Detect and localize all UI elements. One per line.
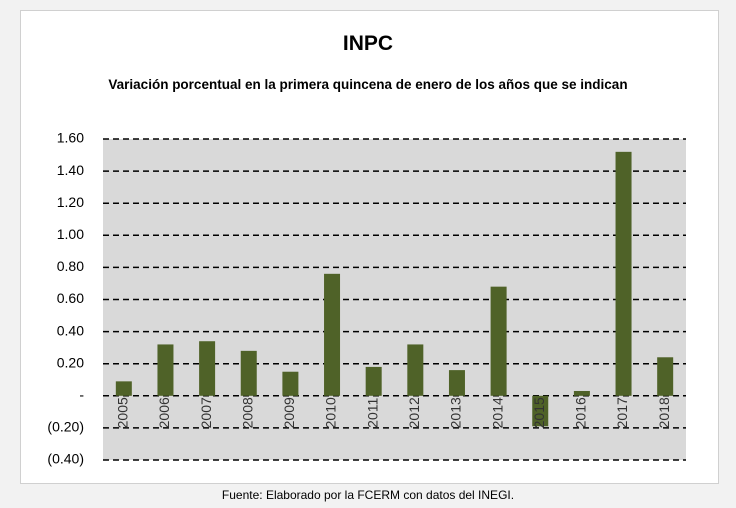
x-tick-label: 2011 [364,398,380,428]
bar [282,371,299,396]
x-tick-label: 2014 [489,397,505,428]
y-tick-label: 1.60 [57,130,84,146]
x-tick-label: 2013 [448,397,464,428]
bar [199,341,216,396]
bar [365,366,382,396]
x-tick-label: 2005 [115,397,131,428]
bar [490,286,507,396]
y-tick-label: 1.40 [57,162,84,178]
bar [407,344,424,396]
y-tick-label: (0.20) [47,419,84,435]
bar [615,151,632,396]
bar [115,381,132,396]
y-tick-label: (0.40) [47,451,84,467]
x-tick-label: 2016 [573,397,589,428]
source-note: Fuente: Elaborado por la FCERM con datos… [221,488,515,502]
bar [573,390,590,396]
x-tick-label: 2008 [239,397,255,428]
bar [240,350,257,396]
bar [448,370,465,396]
y-tick-label: - [79,387,84,403]
y-tick-label: 0.80 [57,258,84,274]
bar [532,395,549,427]
x-tick-label: 2015 [531,397,547,428]
x-tick-label: 2017 [614,397,630,428]
chart-title: INPC [342,32,394,55]
x-tick-label: 2010 [323,397,339,428]
y-tick-label: 0.20 [57,354,84,370]
x-tick-label: 2007 [198,397,214,428]
bar [324,273,341,396]
bar [157,344,174,396]
bar [657,357,674,396]
x-tick-label: 2012 [406,397,422,428]
chart-subtitle: Variación porcentual en la primera quinc… [108,77,628,92]
y-tick-label: 0.60 [57,290,84,306]
x-tick-label: 2009 [281,397,297,428]
x-tick-label: 2006 [156,397,172,428]
y-tick-label: 1.20 [57,194,84,210]
y-tick-label: 0.40 [57,322,84,338]
x-tick-label: 2018 [656,397,672,428]
y-tick-label: 1.00 [57,226,84,242]
